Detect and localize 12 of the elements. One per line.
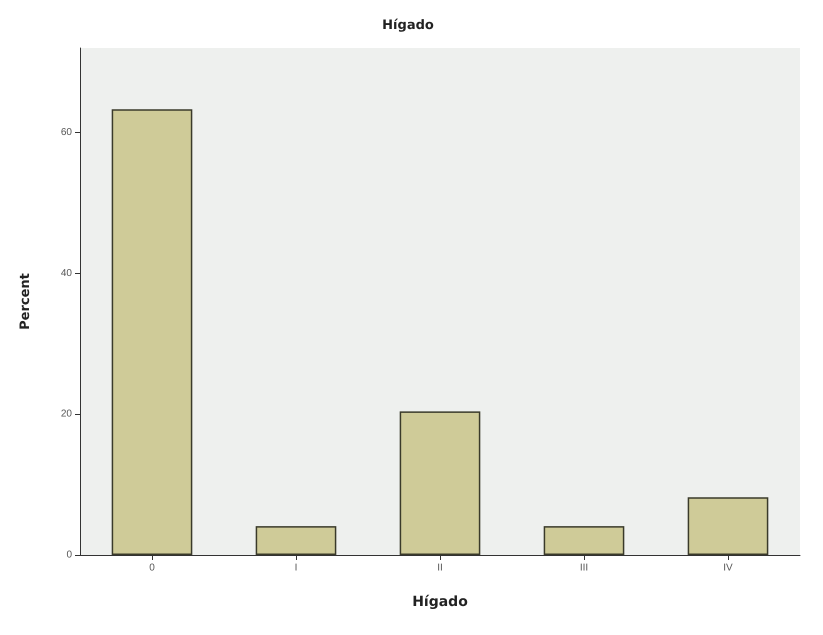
y-tick-label: 60 [60, 127, 72, 138]
x-tick-label: I [294, 562, 298, 574]
x-tick-label: II [437, 562, 443, 574]
x-axis-title: Hígado [412, 594, 468, 610]
x-tick-label: IV [723, 562, 734, 574]
y-tick-label: 40 [60, 268, 72, 279]
y-tick-label: 0 [66, 550, 72, 560]
x-tick-label: 0 [149, 562, 156, 574]
y-axis-title: Percent [18, 273, 33, 330]
x-tick-label: III [580, 562, 588, 574]
y-tick-label: 20 [60, 408, 72, 420]
chart-title: Hígado [382, 18, 434, 33]
